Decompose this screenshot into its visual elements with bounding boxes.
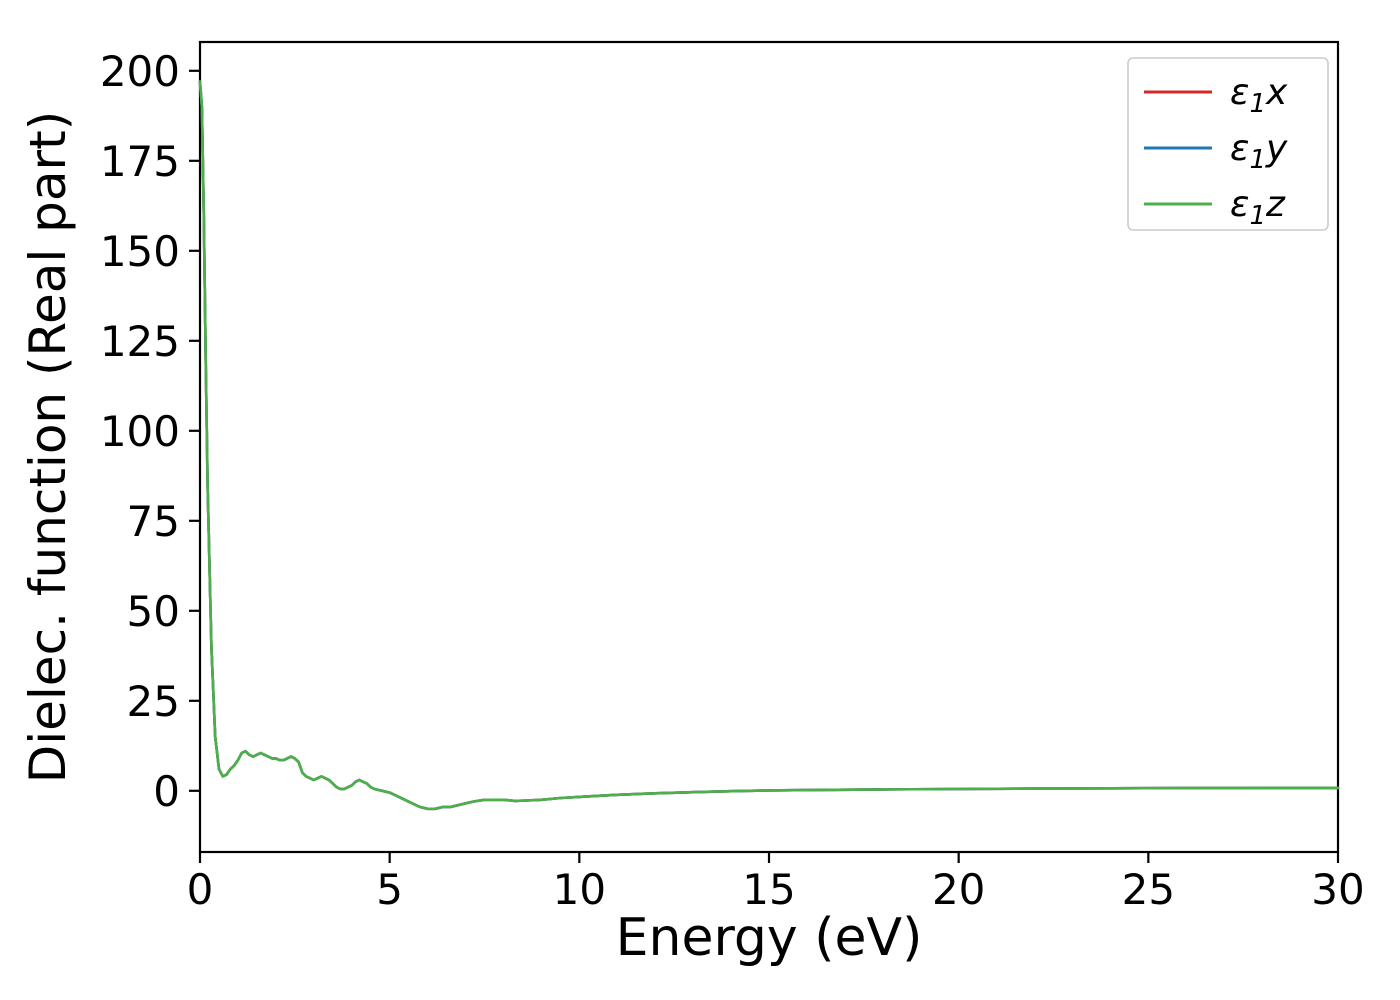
y-tick-label: 75: [127, 497, 180, 546]
x-tick-label: 20: [932, 865, 985, 914]
y-tick-label: 150: [100, 227, 180, 276]
y-tick-label: 0: [153, 767, 180, 816]
legend-box: [1127, 57, 1329, 231]
x-tick-label: 10: [553, 865, 606, 914]
y-tick-label: 175: [100, 137, 180, 186]
y-tick-label: 100: [100, 407, 180, 456]
x-tick-label: 30: [1311, 865, 1364, 914]
x-tick-label: 5: [376, 865, 403, 914]
plot-border: [198, 40, 1340, 854]
y-tick-label: 50: [127, 587, 180, 636]
series-line-eps1z: [198, 80, 1340, 811]
legend-label-z: ε1z: [1230, 184, 1286, 231]
y-tick-label: 25: [127, 677, 180, 726]
y-axis-title: Dielec. function (Real part): [19, 110, 77, 784]
y-tick-label: 125: [100, 317, 180, 366]
x-tick-label: 0: [187, 865, 214, 914]
x-axis-title: Energy (eV): [615, 908, 923, 968]
legend-label-y: ε1y: [1230, 128, 1288, 175]
y-tick-label: 200: [100, 47, 180, 96]
x-tick-label: 15: [742, 865, 795, 914]
legend-label-x: ε1x: [1230, 72, 1288, 119]
x-tick-label: 25: [1122, 865, 1175, 914]
